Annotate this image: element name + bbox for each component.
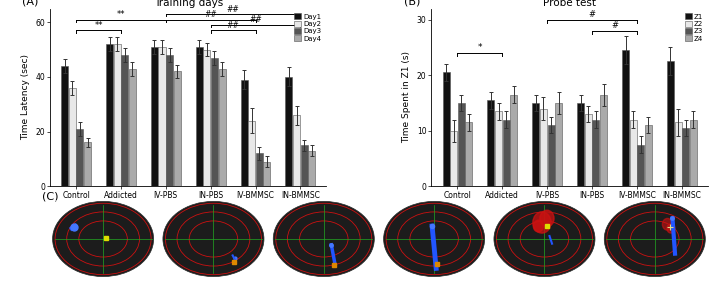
Bar	[293, 115, 300, 186]
Bar	[203, 50, 210, 186]
Text: IV-PBS: IV-PBS	[275, 200, 292, 205]
Bar	[129, 69, 136, 186]
Bar	[77, 129, 84, 186]
Text: ##: ##	[204, 10, 217, 19]
Bar	[637, 145, 644, 186]
Bar	[285, 77, 292, 186]
Text: Addicted: Addicted	[164, 200, 188, 205]
Y-axis label: Time Spent in Z1 (s): Time Spent in Z1 (s)	[403, 51, 411, 144]
Text: (A): (A)	[22, 0, 39, 6]
Bar	[159, 47, 165, 186]
Bar	[593, 120, 599, 186]
Bar	[667, 61, 674, 186]
Bar	[151, 47, 158, 186]
Text: **: **	[117, 10, 125, 19]
Title: Probe test: Probe test	[543, 0, 596, 8]
Bar	[443, 72, 450, 186]
Bar	[166, 55, 173, 186]
Bar	[211, 58, 218, 186]
Legend: Day1, Day2, Day3, Day4: Day1, Day2, Day3, Day4	[293, 12, 323, 43]
Legend: Z1, Z2, Z3, Z4: Z1, Z2, Z3, Z4	[684, 12, 704, 43]
Ellipse shape	[494, 201, 595, 277]
Bar	[488, 100, 494, 186]
Bar	[555, 103, 562, 186]
Bar	[84, 142, 91, 186]
Circle shape	[533, 212, 551, 233]
Bar	[548, 125, 555, 186]
Bar	[577, 103, 584, 186]
Bar	[256, 154, 263, 186]
Text: (B): (B)	[404, 0, 420, 6]
Circle shape	[667, 224, 675, 233]
Text: #: #	[588, 9, 596, 19]
Bar	[645, 125, 652, 186]
Bar	[458, 103, 465, 186]
Bar	[511, 95, 518, 186]
Ellipse shape	[163, 201, 264, 277]
Bar	[674, 122, 681, 186]
Text: ##: ##	[227, 21, 240, 30]
Bar	[69, 88, 76, 186]
Bar	[465, 122, 473, 186]
Bar	[682, 128, 689, 186]
Y-axis label: Time Latency (sec): Time Latency (sec)	[21, 55, 30, 140]
Title: Training days: Training days	[154, 0, 223, 8]
Text: ##: ##	[227, 5, 240, 13]
Ellipse shape	[384, 201, 485, 277]
Bar	[264, 162, 270, 186]
Bar	[495, 111, 502, 186]
Bar	[114, 44, 121, 186]
Bar	[690, 120, 697, 186]
Ellipse shape	[604, 201, 705, 277]
Bar	[450, 131, 457, 186]
Text: *: *	[478, 43, 482, 52]
Text: Control: Control	[54, 200, 74, 205]
Bar	[630, 120, 636, 186]
Ellipse shape	[53, 201, 154, 277]
Bar	[196, 47, 203, 186]
Bar	[585, 114, 592, 186]
Bar	[301, 145, 307, 186]
Bar	[248, 121, 255, 186]
Bar	[532, 103, 539, 186]
Text: IN-BMMSC: IN-BMMSC	[606, 200, 633, 205]
Text: #: #	[611, 21, 618, 30]
Bar	[540, 108, 547, 186]
Bar	[61, 66, 68, 186]
Bar	[122, 55, 128, 186]
Bar	[106, 44, 113, 186]
Ellipse shape	[273, 201, 374, 277]
Circle shape	[540, 210, 554, 227]
Circle shape	[662, 218, 673, 230]
Text: IN-PBS: IN-PBS	[385, 200, 403, 205]
Bar	[174, 71, 181, 186]
Text: **: **	[94, 21, 103, 30]
Bar	[503, 120, 510, 186]
Bar	[600, 95, 607, 186]
Text: (C): (C)	[41, 192, 58, 201]
Bar	[219, 69, 226, 186]
Bar	[240, 80, 247, 186]
Text: IV-BMMSC: IV-BMMSC	[495, 200, 522, 205]
Bar	[622, 50, 629, 186]
Bar	[308, 151, 315, 186]
Circle shape	[533, 220, 543, 232]
Text: ##: ##	[249, 15, 262, 24]
